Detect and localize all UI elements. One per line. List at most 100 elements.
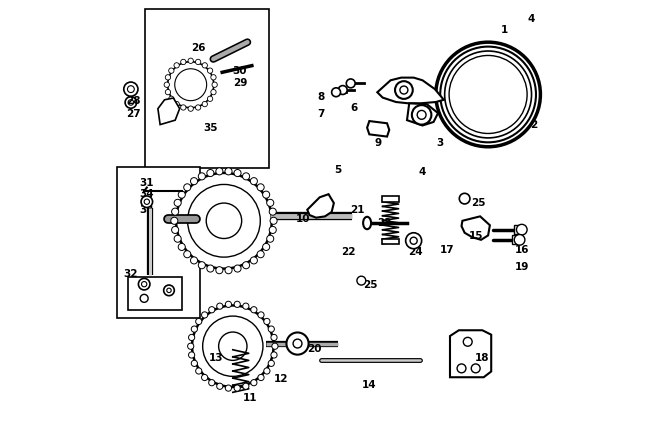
Bar	[117, 167, 200, 318]
Circle shape	[257, 251, 264, 258]
Text: 27: 27	[126, 109, 141, 120]
Text: 3: 3	[437, 138, 444, 148]
Circle shape	[271, 334, 277, 341]
Text: 18: 18	[475, 353, 489, 363]
Circle shape	[178, 191, 185, 198]
Circle shape	[174, 235, 181, 242]
Text: 25: 25	[363, 280, 378, 290]
Circle shape	[234, 301, 240, 307]
Text: 17: 17	[439, 244, 454, 255]
Text: 30: 30	[233, 66, 247, 76]
Circle shape	[196, 105, 201, 110]
Circle shape	[272, 343, 278, 349]
Circle shape	[395, 81, 413, 99]
Circle shape	[400, 86, 408, 94]
Circle shape	[271, 352, 277, 358]
Text: 29: 29	[233, 78, 247, 88]
Circle shape	[209, 307, 215, 313]
Circle shape	[212, 82, 217, 87]
Circle shape	[124, 82, 138, 96]
Polygon shape	[462, 216, 490, 240]
Circle shape	[174, 101, 179, 107]
Circle shape	[264, 368, 270, 374]
Circle shape	[270, 217, 277, 224]
Circle shape	[258, 312, 264, 318]
Circle shape	[125, 97, 136, 108]
Circle shape	[211, 90, 216, 95]
Circle shape	[216, 267, 223, 274]
Text: 22: 22	[341, 247, 356, 257]
Circle shape	[196, 368, 202, 374]
Circle shape	[226, 301, 231, 307]
Text: 2: 2	[530, 120, 537, 131]
Circle shape	[234, 265, 241, 272]
Polygon shape	[158, 98, 179, 124]
Bar	[382, 196, 400, 202]
Circle shape	[184, 251, 191, 258]
Circle shape	[242, 383, 249, 389]
Circle shape	[188, 334, 195, 341]
Text: 19: 19	[515, 262, 529, 273]
Circle shape	[207, 265, 214, 272]
Polygon shape	[377, 78, 444, 103]
Text: 5: 5	[335, 165, 342, 175]
Circle shape	[188, 343, 194, 349]
Text: 1: 1	[501, 25, 508, 35]
Circle shape	[172, 208, 179, 215]
Circle shape	[142, 281, 147, 287]
Circle shape	[463, 337, 472, 346]
Circle shape	[164, 285, 174, 296]
Text: 32: 32	[124, 269, 138, 279]
Circle shape	[174, 63, 179, 68]
Circle shape	[266, 199, 274, 206]
Circle shape	[410, 237, 417, 244]
Polygon shape	[128, 277, 182, 310]
Circle shape	[226, 385, 231, 391]
Circle shape	[184, 184, 191, 191]
Text: 13: 13	[209, 353, 224, 363]
Circle shape	[198, 262, 205, 269]
Circle shape	[266, 235, 274, 242]
Circle shape	[357, 276, 366, 285]
Text: 24: 24	[409, 247, 423, 257]
Text: 20: 20	[307, 344, 321, 354]
Circle shape	[268, 360, 274, 367]
Circle shape	[165, 90, 170, 95]
Circle shape	[172, 227, 179, 233]
Circle shape	[192, 306, 274, 387]
Circle shape	[293, 339, 302, 348]
Circle shape	[460, 193, 470, 204]
Text: 21: 21	[350, 205, 364, 215]
Circle shape	[517, 224, 527, 235]
Circle shape	[242, 303, 249, 309]
Polygon shape	[367, 121, 389, 136]
Circle shape	[268, 326, 274, 332]
Circle shape	[263, 244, 270, 251]
Text: 11: 11	[242, 393, 257, 403]
Circle shape	[141, 196, 153, 207]
Circle shape	[216, 383, 223, 389]
Circle shape	[202, 374, 208, 380]
Circle shape	[127, 86, 135, 93]
Circle shape	[165, 74, 170, 80]
Circle shape	[225, 267, 232, 274]
Circle shape	[234, 169, 241, 177]
Circle shape	[258, 374, 264, 380]
Text: 33: 33	[140, 205, 154, 215]
Circle shape	[471, 364, 480, 373]
Circle shape	[181, 105, 186, 110]
Bar	[146, 9, 268, 168]
Circle shape	[216, 303, 223, 309]
Circle shape	[140, 294, 148, 302]
Text: 28: 28	[126, 96, 141, 106]
Text: 31: 31	[140, 178, 154, 188]
Circle shape	[338, 86, 347, 95]
Circle shape	[202, 101, 207, 107]
Text: 23: 23	[378, 218, 392, 228]
Circle shape	[263, 191, 270, 198]
Circle shape	[171, 217, 178, 224]
Text: 4: 4	[527, 14, 535, 24]
Circle shape	[287, 332, 309, 355]
Circle shape	[169, 68, 174, 73]
Circle shape	[188, 58, 193, 63]
